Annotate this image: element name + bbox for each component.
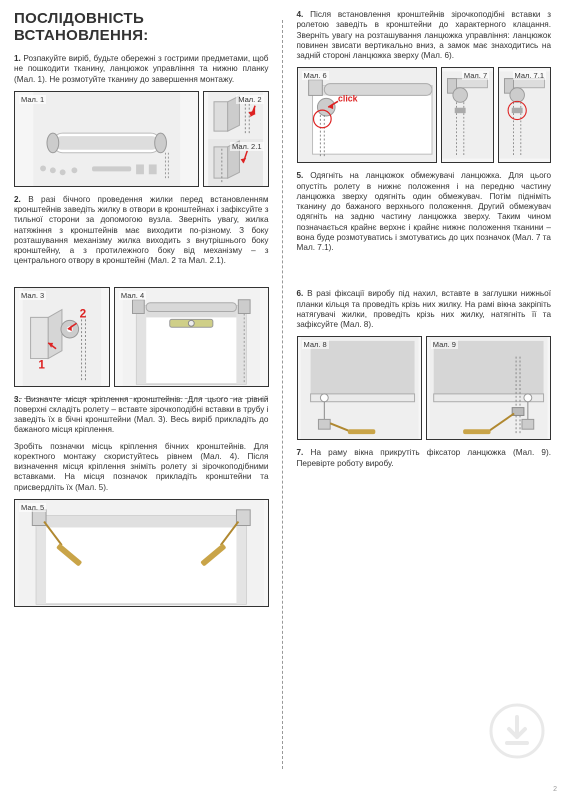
figure-2: Мал. 2 Мал. 2.1: [203, 91, 268, 187]
step-6-num: 6.: [297, 289, 304, 298]
fig-row-2: Мал. 3 2 1 Мал. 4: [14, 287, 269, 387]
fig-row-3: Мал. 5: [14, 499, 269, 607]
step-4-text: 4. Після встановлення кронштейнів зірочк…: [297, 10, 552, 61]
step-1-body: Розпакуйте виріб, будьте обережні з гост…: [14, 54, 269, 84]
figure-7: Мал. 7: [441, 67, 494, 163]
left-column: ПОСЛІДОВНІСТЬ ВСТАНОВЛЕННЯ: 1. Розпакуйт…: [0, 0, 283, 799]
figure-71: Мал. 7.1: [498, 67, 551, 163]
page-title: ПОСЛІДОВНІСТЬ ВСТАНОВЛЕННЯ:: [14, 10, 269, 44]
figure-1-label: Мал. 1: [19, 95, 46, 104]
step-4-num: 4.: [297, 10, 304, 19]
figure-3: Мал. 3 2 1: [14, 287, 110, 387]
step-5-text: 5. Одягніть на ланцюжок обмежувачі ланцю…: [297, 171, 552, 253]
step-3a-body: Визначте місця кріплення кронштейнів. Дл…: [14, 395, 269, 435]
figure-8: Мал. 8: [297, 336, 422, 440]
step-6-text: 6. В разі фіксації виробу під нахил, вст…: [297, 289, 552, 330]
watermark-icon: [489, 703, 545, 759]
step-5-body: Одягніть на ланцюжок обмежувачі ланцюжка…: [297, 171, 552, 252]
step-2-num: 2.: [14, 195, 21, 204]
figure-71-label: Мал. 7.1: [513, 71, 546, 80]
fig-row-1: Мал. 1 Мал. 2: [14, 91, 269, 187]
figure-9: Мал. 9: [426, 336, 551, 440]
step-3b-text: Зробіть позначки місць кріплення бічних …: [14, 442, 269, 493]
fig-row-4: Мал. 6 click Мал. 7: [297, 67, 552, 163]
step-7-text: 7. На раму вікна прикрутіть фіксатор лан…: [297, 448, 552, 469]
step-2-body: В разі бічного проведення жилки перед вс…: [14, 195, 269, 266]
figure-6-label: Мал. 6: [302, 71, 329, 80]
fig6-click: click: [338, 94, 358, 104]
right-column: 4. Після встановлення кронштейнів зірочк…: [283, 0, 565, 799]
page-number: 2: [553, 786, 557, 793]
figure-9-label: Мал. 9: [431, 340, 458, 349]
step-5-num: 5.: [297, 171, 304, 180]
step-3a-text: 3. Визначте місця кріплення кронштейнів.…: [14, 395, 269, 436]
figure-7-label: Мал. 7: [462, 71, 489, 80]
figure-5: Мал. 5: [14, 499, 269, 607]
figure-1: Мал. 1: [14, 91, 199, 187]
fig3-num1: 1: [38, 358, 45, 371]
step-3b-body: Зробіть позначки місць кріплення бічних …: [14, 442, 269, 492]
step-2-text: 2. В разі бічного проведення жилки перед…: [14, 195, 269, 267]
step-7-num: 7.: [297, 448, 304, 457]
figure-4: Мал. 4: [114, 287, 269, 387]
figure-5-label: Мал. 5: [19, 503, 46, 512]
fig-row-5: Мал. 8 Мал. 9: [297, 336, 552, 440]
figure-3-label: Мал. 3: [19, 291, 46, 300]
step-4-body: Після встановлення кронштейнів зірочкопо…: [297, 10, 552, 60]
figure-6: Мал. 6 click: [297, 67, 438, 163]
step-3-num: 3.: [14, 395, 21, 404]
step-1-num: 1.: [14, 54, 21, 63]
figure-8-label: Мал. 8: [302, 340, 329, 349]
figure-4-label: Мал. 4: [119, 291, 146, 300]
fig3-num2: 2: [80, 307, 87, 320]
step-6-body: В разі фіксації виробу під нахил, вставт…: [297, 289, 552, 329]
figure-21-label: Мал. 2.1: [230, 142, 263, 151]
figure-2-label: Мал. 2: [236, 95, 263, 104]
step-7-body: На раму вікна прикрутіть фіксатор ланцюж…: [297, 448, 551, 467]
step-1-text: 1. Розпакуйте виріб, будьте обережні з г…: [14, 54, 269, 85]
